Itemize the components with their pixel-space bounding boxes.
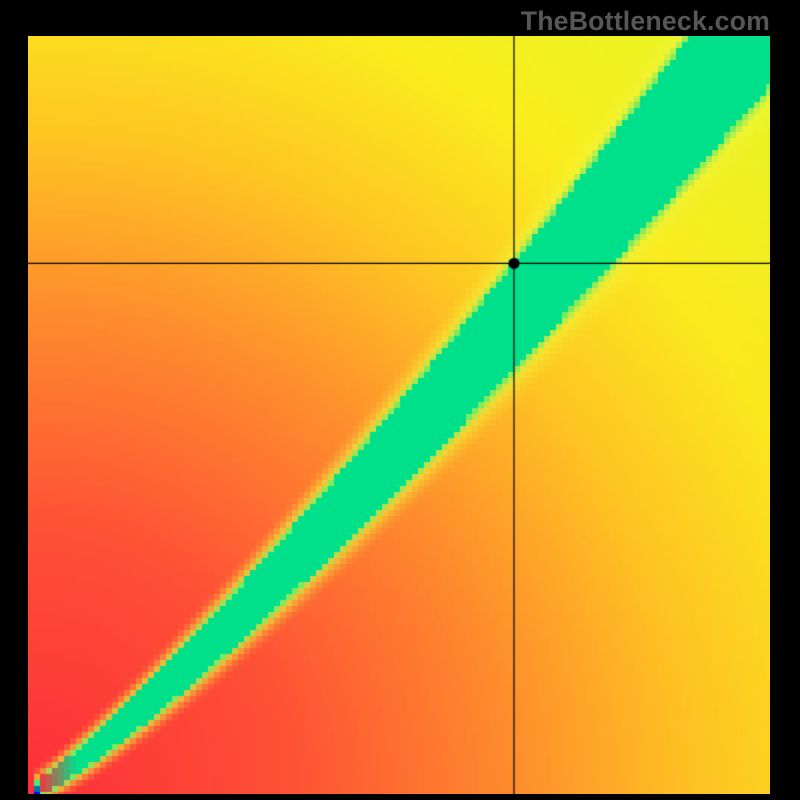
watermark-text: TheBottleneck.com — [521, 6, 770, 37]
chart-container: TheBottleneck.com — [0, 0, 800, 800]
plot-area — [28, 36, 770, 794]
heatmap-canvas — [28, 36, 770, 794]
